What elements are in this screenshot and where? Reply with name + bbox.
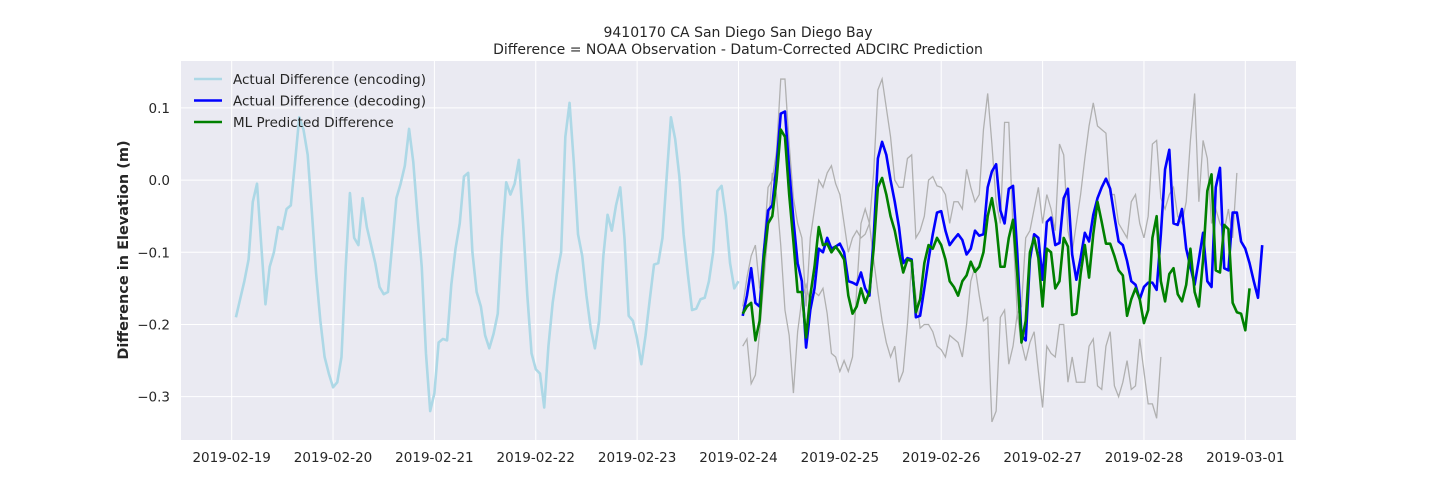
x-tick-label: 2019-03-01 xyxy=(1206,450,1284,466)
legend-entry-predicted: ML Predicted Difference xyxy=(233,115,394,131)
x-tick-label: 2019-02-22 xyxy=(497,450,575,466)
upper-bound-line xyxy=(742,76,1238,316)
x-tick-label: 2019-02-26 xyxy=(902,450,980,466)
legend-entry-encoding: Actual Difference (encoding) xyxy=(233,72,426,88)
x-tick-label: 2019-02-20 xyxy=(294,450,372,466)
y-tick-labels: 0.1 0.0 −0.1 −0.2 −0.3 xyxy=(137,101,170,406)
x-tick-label: 2019-02-19 xyxy=(192,450,270,466)
predicted-line xyxy=(741,128,1251,344)
y-tick-label: −0.2 xyxy=(137,317,170,333)
chart-title: 9410170 CA San Diego San Diego Bay xyxy=(603,25,872,41)
x-tick-label: 2019-02-24 xyxy=(699,450,777,466)
y-tick-label: −0.1 xyxy=(137,245,170,261)
legend-entry-decoding: Actual Difference (decoding) xyxy=(233,94,426,110)
decoding-line xyxy=(741,110,1264,349)
x-tick-label: 2019-02-28 xyxy=(1105,450,1183,466)
chart-subtitle: Difference = NOAA Observation - Datum-Co… xyxy=(493,42,983,58)
legend: Actual Difference (encoding) Actual Diffe… xyxy=(194,72,426,131)
x-tick-label: 2019-02-27 xyxy=(1003,450,1081,466)
y-axis-label: Difference in Elevation (m) xyxy=(116,140,132,359)
y-tick-label: 0.0 xyxy=(149,173,170,189)
series-layer xyxy=(234,76,1264,423)
x-tick-label: 2019-02-25 xyxy=(801,450,879,466)
y-tick-label: −0.3 xyxy=(137,390,170,406)
encoding-line xyxy=(234,101,740,413)
x-tick-labels: 2019-02-19 2019-02-20 2019-02-21 2019-02-22… xyxy=(192,450,1284,466)
x-tick-label: 2019-02-21 xyxy=(395,450,473,466)
y-tick-label: 0.1 xyxy=(149,101,170,117)
x-tick-label: 2019-02-23 xyxy=(598,450,676,466)
